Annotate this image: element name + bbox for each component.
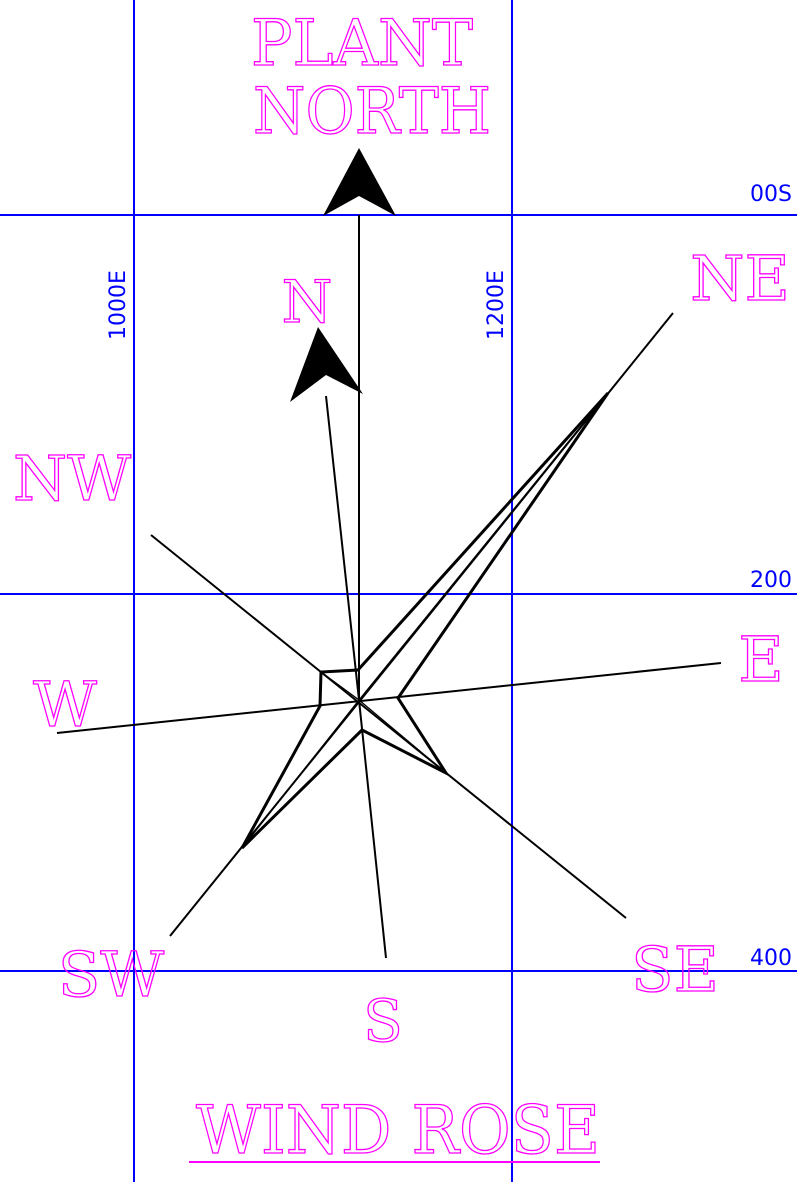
axis-nw-se <box>150 534 627 919</box>
direction-label-ne: NE <box>690 242 790 315</box>
plant-north-arrow <box>323 148 396 700</box>
plant-north-arrowhead-icon <box>323 148 396 216</box>
diagram-title: WIND ROSE <box>196 1092 600 1169</box>
axis-n-s <box>358 699 387 959</box>
grid-label-200: 200 <box>750 568 792 593</box>
grid-label-1200e: 1200E <box>484 270 509 340</box>
axis-w-e <box>56 662 722 734</box>
true-north-arrowhead-icon <box>290 327 363 402</box>
direction-label-nw: NW <box>13 442 131 515</box>
wind-frequency-polygon <box>240 391 610 850</box>
grid-label-00s: 00S <box>750 182 792 207</box>
direction-label-se: SE <box>631 933 719 1006</box>
direction-label-e: E <box>738 623 783 696</box>
plant-north-label-line2: NORTH <box>253 75 491 149</box>
direction-label-w: W <box>33 668 97 741</box>
true-north-label: N <box>282 268 333 336</box>
inner-spokes <box>241 392 609 849</box>
grid-label-1000e: 1000E <box>106 270 131 340</box>
direction-label-sw: SW <box>58 938 164 1011</box>
direction-label-s: S <box>363 987 403 1055</box>
true-north-arrow <box>290 327 363 701</box>
plant-north-label-line1: PLANT <box>251 7 473 81</box>
grid-label-400: 400 <box>750 946 792 971</box>
